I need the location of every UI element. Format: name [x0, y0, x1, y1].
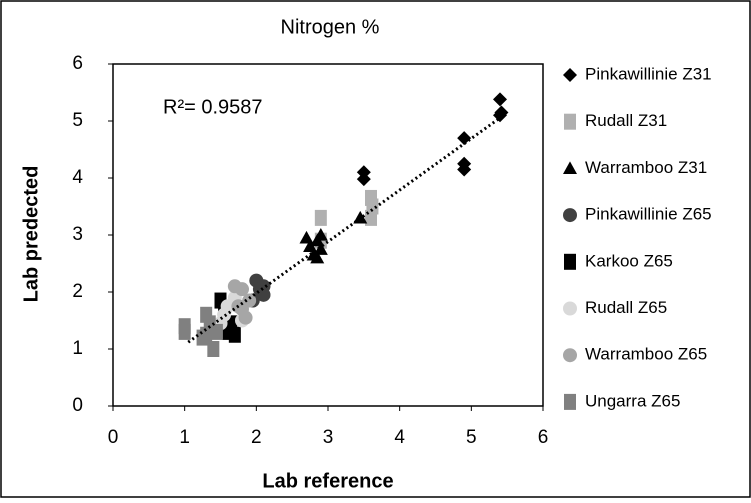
point: [314, 209, 327, 226]
legend-marker: [563, 348, 577, 363]
x-tick-label: 4: [394, 427, 405, 448]
legend-marker: [564, 113, 576, 130]
point: [353, 210, 368, 224]
point: [356, 172, 371, 187]
point: [313, 242, 328, 255]
x-tick-label: 6: [538, 427, 549, 448]
legend-marker: [563, 161, 577, 174]
legend-marker: [563, 68, 577, 82]
legend-marker: [563, 301, 577, 316]
legend-label: Ungarra Z65: [585, 391, 680, 410]
y-axis-title: Lab predected: [20, 166, 42, 303]
y-tick-label: 3: [72, 224, 83, 245]
legend-label: Rudall Z31: [585, 111, 667, 130]
point: [313, 228, 328, 241]
point: [235, 302, 249, 317]
y-tick-label: 2: [72, 281, 83, 302]
y-tick-label: 0: [72, 395, 83, 416]
legend-marker: [564, 253, 576, 270]
y-tick-label: 5: [72, 110, 83, 131]
point: [366, 198, 379, 215]
point: [310, 250, 325, 264]
point: [207, 341, 220, 357]
legend-label: Karkoo Z65: [585, 251, 673, 270]
x-tick-label: 2: [251, 427, 262, 448]
point: [493, 92, 507, 107]
point: [457, 162, 472, 177]
point: [235, 282, 249, 297]
legend-label: Warramboo Z65: [585, 345, 707, 364]
legend-label: Rudall Z65: [585, 298, 667, 317]
legend-marker: [564, 393, 576, 410]
chart-title: Nitrogen %: [281, 16, 380, 38]
x-tick-label: 5: [466, 427, 477, 448]
legend-label: Warramboo Z31: [585, 158, 707, 177]
point: [494, 105, 509, 120]
x-tick-label: 0: [108, 427, 119, 448]
legend-label: Pinkawillinie Z65: [585, 205, 712, 224]
x-tick-label: 3: [323, 427, 334, 448]
point: [178, 323, 191, 340]
point: [210, 323, 223, 340]
y-tick-label: 6: [72, 53, 83, 74]
point: [256, 279, 271, 294]
annotation: R²= 0.9587: [163, 96, 263, 118]
point: [200, 326, 213, 343]
x-tick-label: 1: [179, 427, 190, 448]
legend-label: Pinkawillinie Z31: [585, 64, 712, 83]
point: [457, 131, 472, 146]
legend-marker: [563, 208, 577, 223]
y-tick-label: 4: [72, 167, 83, 188]
y-tick-label: 1: [72, 338, 83, 359]
x-axis-title: Lab reference: [262, 470, 393, 492]
